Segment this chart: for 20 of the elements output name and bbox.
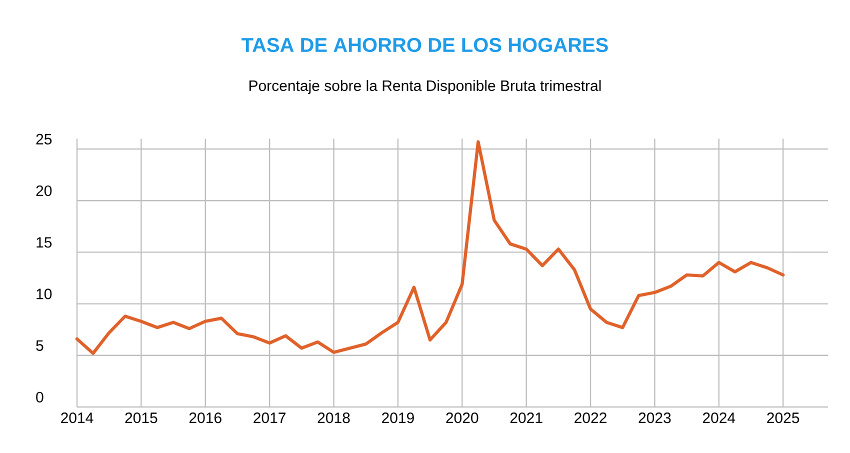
x-tick-label: 2025 [767,412,800,424]
y-tick-label: 15 [36,237,52,248]
y-tick-label: 25 [36,134,52,144]
y-tick-label: 0 [36,392,44,402]
x-tick-label: 2014 [61,412,94,424]
y-tick-label: 10 [36,288,52,300]
chart-subtitle: Porcentaje sobre la Renta Disponible Bruta trimestral [249,80,601,94]
x-tick-label: 2016 [189,412,222,424]
chart-title: TASA DE AHORRO DE LOS HOGARES [242,38,608,52]
x-tick-label: 2017 [254,412,286,424]
x-tick-label: 2015 [125,412,158,424]
x-tick-label: 2020 [446,412,478,424]
y-tick-label: 20 [36,185,52,196]
x-tick-label: 2024 [702,412,736,424]
x-tick-label: 2023 [638,412,671,424]
x-tick-label: 2022 [574,412,606,424]
x-tick-label: 2019 [382,412,414,424]
x-tick-label: 2018 [318,412,350,424]
y-tick-label: 5 [36,340,44,351]
x-tick-label: 2021 [510,412,542,424]
